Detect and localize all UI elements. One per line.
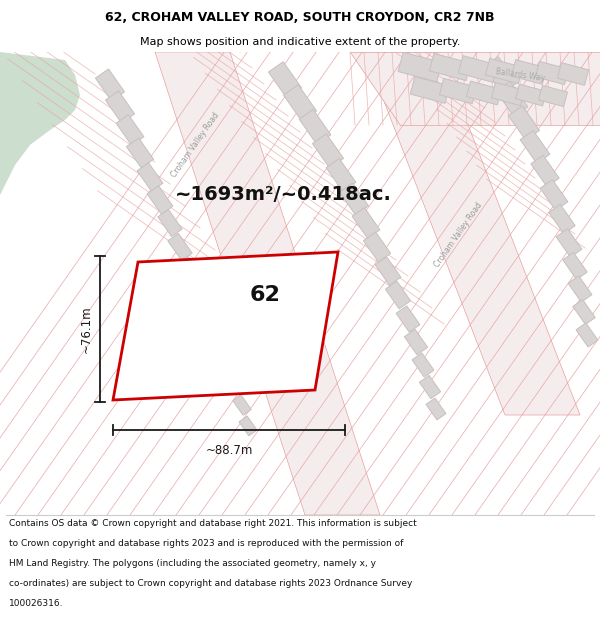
Text: 62, CROHAM VALLEY ROAD, SOUTH CROYDON, CR2 7NB: 62, CROHAM VALLEY ROAD, SOUTH CROYDON, C… <box>105 11 495 24</box>
Text: 100026316.: 100026316. <box>9 599 64 608</box>
Polygon shape <box>535 61 569 84</box>
Polygon shape <box>168 234 192 261</box>
Text: Map shows position and indicative extent of the property.: Map shows position and indicative extent… <box>140 38 460 48</box>
Polygon shape <box>410 77 450 103</box>
Polygon shape <box>216 348 236 371</box>
Polygon shape <box>352 208 380 238</box>
Polygon shape <box>268 62 302 98</box>
Polygon shape <box>466 81 502 105</box>
Polygon shape <box>563 253 587 279</box>
Polygon shape <box>508 106 539 140</box>
Polygon shape <box>531 155 559 187</box>
Polygon shape <box>313 134 344 168</box>
Polygon shape <box>106 91 134 123</box>
Polygon shape <box>178 257 202 283</box>
Polygon shape <box>568 276 592 302</box>
Polygon shape <box>127 138 154 168</box>
Text: Croham Valley Road: Croham Valley Road <box>169 111 221 179</box>
Polygon shape <box>576 323 598 347</box>
Polygon shape <box>496 81 528 117</box>
Text: ~88.7m: ~88.7m <box>205 444 253 457</box>
Polygon shape <box>430 53 470 81</box>
Polygon shape <box>233 395 251 415</box>
Polygon shape <box>116 114 144 146</box>
Polygon shape <box>485 58 523 84</box>
Text: ~76.1m: ~76.1m <box>79 305 92 352</box>
Polygon shape <box>458 56 498 82</box>
Text: HM Land Registry. The polygons (including the associated geometry, namely x, y: HM Land Registry. The polygons (includin… <box>9 559 376 568</box>
Polygon shape <box>539 86 568 107</box>
Text: Croham Valley Road: Croham Valley Road <box>432 201 484 269</box>
Text: co-ordinates) are subject to Crown copyright and database rights 2023 Ordnance S: co-ordinates) are subject to Crown copyr… <box>9 579 412 588</box>
Text: Ballards Way: Ballards Way <box>495 67 545 83</box>
Polygon shape <box>340 183 368 215</box>
Polygon shape <box>549 204 575 234</box>
Text: 62: 62 <box>250 285 280 305</box>
Polygon shape <box>511 59 547 84</box>
Polygon shape <box>385 281 410 309</box>
Text: to Crown copyright and database rights 2023 and is reproduced with the permissio: to Crown copyright and database rights 2… <box>9 539 403 548</box>
Polygon shape <box>556 229 582 258</box>
Polygon shape <box>147 186 173 214</box>
Polygon shape <box>207 325 229 349</box>
Polygon shape <box>0 52 80 515</box>
Polygon shape <box>540 179 568 211</box>
Polygon shape <box>404 329 428 355</box>
Text: Contains OS data © Crown copyright and database right 2021. This information is : Contains OS data © Crown copyright and d… <box>9 519 417 528</box>
Polygon shape <box>375 257 401 285</box>
Polygon shape <box>158 209 182 236</box>
Polygon shape <box>412 353 434 377</box>
Polygon shape <box>557 62 589 86</box>
Text: ~1693m²/~0.418ac.: ~1693m²/~0.418ac. <box>175 186 392 204</box>
Polygon shape <box>426 398 446 420</box>
Polygon shape <box>365 52 580 415</box>
Polygon shape <box>439 78 476 104</box>
Polygon shape <box>573 299 595 324</box>
Polygon shape <box>326 159 356 191</box>
Polygon shape <box>364 232 391 262</box>
Polygon shape <box>299 109 331 144</box>
Polygon shape <box>189 281 211 306</box>
Polygon shape <box>484 57 517 93</box>
Polygon shape <box>155 52 380 515</box>
Polygon shape <box>224 371 244 393</box>
Polygon shape <box>95 69 125 101</box>
Polygon shape <box>491 82 524 106</box>
Polygon shape <box>396 306 420 332</box>
Polygon shape <box>520 131 550 164</box>
Polygon shape <box>398 52 442 82</box>
Polygon shape <box>239 416 257 436</box>
Polygon shape <box>137 162 163 191</box>
Polygon shape <box>419 376 440 399</box>
Polygon shape <box>350 52 600 125</box>
Polygon shape <box>199 302 221 328</box>
Polygon shape <box>283 85 317 121</box>
Polygon shape <box>113 252 338 400</box>
Polygon shape <box>515 84 547 106</box>
